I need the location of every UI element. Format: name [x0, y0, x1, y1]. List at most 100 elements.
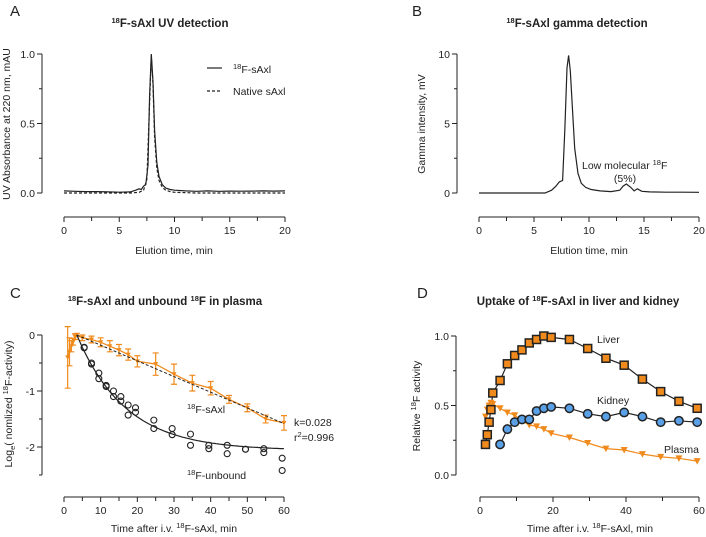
data-point-kidney	[495, 439, 506, 450]
panel-d-ylabel: Relative 18F activity	[409, 360, 423, 451]
data-point-kidney	[546, 401, 557, 412]
y-tick-label: 0.0	[434, 470, 449, 482]
data-point-18f-unbound	[260, 449, 268, 457]
panel-b: B 18F-sAxl gamma detection Gamma intensi…	[412, 3, 705, 257]
data-point-liver	[480, 439, 491, 450]
panel-a-ylabel: UV Absorbance at 220 nm, mAU	[1, 48, 13, 200]
panel-d-xlabel: Time after i.v. 18F-sAxl, min	[527, 521, 653, 535]
data-point-18f-saxl	[98, 340, 104, 345]
data-point-18f-unbound	[223, 441, 231, 449]
data-point-kidney	[600, 411, 611, 422]
data-point-18f-unbound	[150, 424, 158, 433]
data-point-liver	[488, 388, 498, 398]
panel-a: A 18F-sAxl UV detection UV Absorbance at…	[1, 3, 291, 257]
data-point-18f-saxl	[89, 337, 94, 342]
x-tick-label: 50	[241, 505, 253, 517]
y-tick-label: 5	[444, 119, 450, 131]
x-tick-label: 5	[531, 225, 537, 237]
data-point-18f-unbound	[205, 445, 213, 453]
y-tick-label: 1.0	[20, 49, 35, 61]
data-point-liver	[692, 403, 702, 414]
data-point-plasma	[503, 409, 511, 416]
panel-b-annotation: Low molecular 18F	[582, 158, 667, 172]
data-point-18f-saxl	[70, 339, 76, 345]
y-tick-label: 0	[29, 330, 35, 342]
panel-b-annotation-percent: (5%)	[614, 173, 636, 185]
data-point-liver	[637, 374, 648, 384]
data-point-18f-unbound	[186, 430, 195, 438]
data-point-plasma	[657, 453, 665, 461]
data-point-plasma	[584, 440, 592, 447]
y-tick-label: 0.0	[20, 188, 35, 200]
data-point-18f-unbound	[80, 344, 88, 352]
x-tick-label: 0	[61, 225, 67, 237]
data-point-18f-unbound	[131, 408, 140, 416]
data-point-kidney	[637, 411, 648, 422]
data-point-plasma	[693, 458, 701, 465]
data-point-18f-unbound	[260, 445, 268, 453]
data-point-kidney	[502, 424, 513, 435]
x-tick-label: 20	[131, 505, 143, 517]
data-point-18f-unbound	[102, 382, 110, 391]
data-point-liver	[482, 429, 493, 440]
x-tick-label: 10	[583, 225, 595, 237]
panel-letter-b: B	[412, 3, 422, 20]
data-point-18f-saxl	[134, 359, 140, 364]
data-point-plasma	[547, 430, 555, 437]
x-tick-label: 40	[205, 505, 217, 517]
label-liver: Liver	[597, 334, 620, 346]
data-point-plasma	[638, 451, 646, 458]
data-point-18f-saxl	[116, 348, 122, 353]
data-point-plasma	[511, 412, 519, 419]
x-tick-label: 15	[224, 225, 236, 237]
data-point-18f-unbound	[168, 424, 176, 433]
x-tick-label: 10	[169, 225, 181, 237]
panel-a-legend: 18F-sAxl Native sAxl	[207, 62, 286, 98]
panel-a-plot: 0.0 0.5 1.0 0 5 10 15 20	[20, 49, 291, 237]
data-point-liver	[484, 417, 494, 427]
data-point-plasma	[565, 434, 573, 441]
panel-c-xlabel: Time after i.v. 18F-sAxl, min	[111, 521, 237, 535]
panel-d-title: Uptake of 18F-sAxl in liver and kidney	[477, 294, 680, 308]
legend-label-18f-saxl: 18F-sAxl	[233, 62, 271, 76]
x-tick-label: 10	[95, 505, 107, 517]
panel-c-plot: 0 -1 -2 0 10 20 30 40 50 60	[26, 326, 290, 517]
x-tick-label: 60	[278, 505, 290, 517]
data-point-liver	[564, 334, 575, 345]
data-point-18f-unbound	[87, 360, 96, 368]
data-point-liver	[546, 332, 556, 343]
x-tick-label: 60	[693, 505, 705, 517]
data-point-liver	[619, 360, 629, 370]
data-point-18f-unbound	[131, 404, 140, 412]
data-point-kidney	[564, 403, 575, 414]
panel-letter-c: C	[10, 285, 21, 302]
data-point-plasma	[489, 401, 497, 408]
data-point-18f-unbound	[117, 397, 125, 405]
data-point-plasma	[602, 445, 610, 453]
data-point-18f-saxl	[171, 372, 177, 377]
label-kidney: Kidney	[597, 395, 630, 407]
data-point-18f-saxl	[153, 362, 159, 367]
data-point-kidney	[524, 414, 535, 425]
panel-d-plot: 0.0 0.5 1.0 0 20 40 60	[434, 331, 705, 517]
label-plasma: Plasma	[664, 444, 699, 456]
data-point-kidney	[582, 408, 593, 419]
fit-line-18f-saxl	[76, 334, 285, 425]
data-point-liver	[509, 350, 520, 361]
data-point-18f-saxl	[208, 386, 214, 391]
y-tick-label: 0.5	[20, 119, 35, 131]
data-point-liver	[674, 396, 684, 407]
data-point-liver	[582, 343, 593, 354]
panel-letter-a: A	[10, 3, 20, 20]
data-point-18f-unbound	[186, 441, 195, 449]
data-point-18f-saxl	[125, 352, 131, 358]
label-18f-saxl: 18F-sAxl	[187, 402, 225, 416]
x-tick-label: 20	[693, 225, 705, 237]
data-point-kidney	[655, 417, 666, 428]
data-point-18f-unbound	[95, 375, 103, 383]
data-point-plasma	[675, 455, 683, 462]
data-point-18f-saxl	[189, 381, 195, 386]
data-point-18f-saxl	[263, 417, 269, 422]
data-point-18f-unbound	[278, 466, 286, 475]
